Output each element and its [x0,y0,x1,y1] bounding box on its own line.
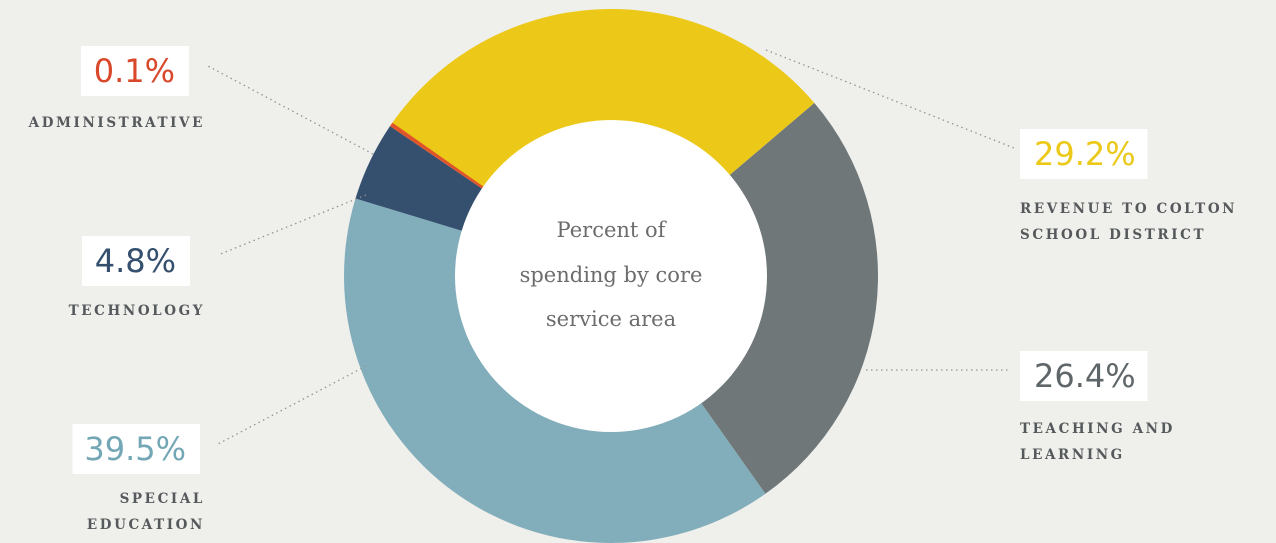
category-label-special-ed-2: EDUCATION [87,517,205,533]
value-box-revenue [1020,129,1148,179]
category-label-teaching-1: TEACHING AND [1020,421,1175,437]
category-label-special-ed-1: SPECIAL [120,491,205,507]
category-label-revenue-1: REVENUE TO COLTON [1020,201,1237,217]
value-label-special-ed: 39.5% [84,430,186,468]
value-box-technology [82,236,190,286]
value-box-special-ed [72,424,200,474]
leader-line-special-ed [217,365,367,445]
center-label-line-1: Percent of [557,218,668,242]
value-label-revenue: 29.2% [1034,135,1136,173]
category-label-technology-1: TECHNOLOGY [69,303,205,319]
category-label-revenue-2: SCHOOL DISTRICT [1020,227,1206,243]
value-label-teaching: 26.4% [1034,357,1136,395]
value-label-administrative: 0.1% [94,52,175,90]
leader-line-administrative [205,64,374,155]
value-label-technology: 4.8% [95,242,176,280]
category-label-administrative-1: ADMINISTRATIVE [28,115,205,131]
value-box-teaching [1020,351,1148,401]
leader-line-technology [217,194,367,256]
donut-center [455,120,767,432]
center-label-line-3: service area [546,307,676,331]
center-label-line-2: spending by core [520,263,703,287]
category-label-teaching-2: LEARNING [1020,447,1125,463]
value-box-administrative [81,46,189,96]
